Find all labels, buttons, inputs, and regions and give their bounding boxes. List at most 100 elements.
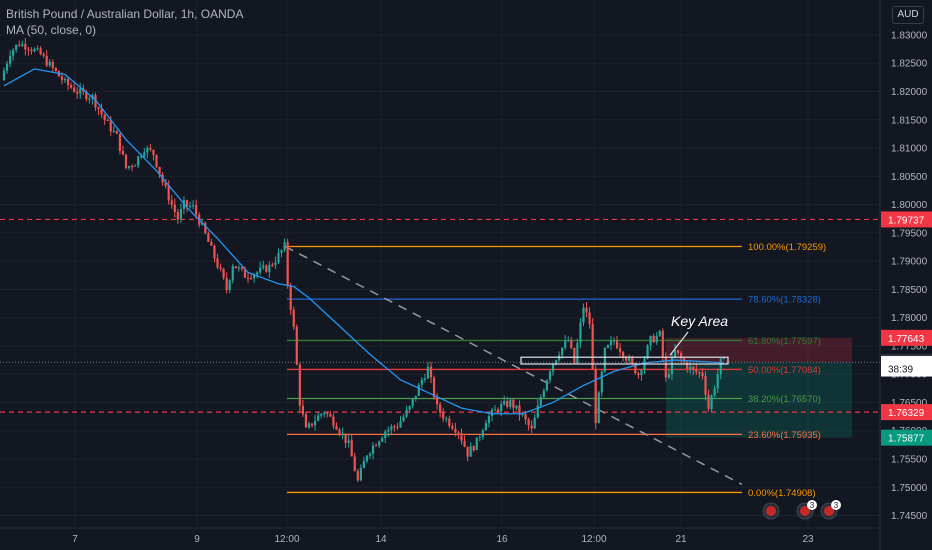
candle-body [298,364,301,406]
candle [124,154,128,170]
candle-body [329,413,332,417]
candle [326,411,329,418]
candle-body [195,205,198,215]
candle-body [676,349,680,354]
candle [585,302,588,318]
candle-body [323,412,326,415]
fib-level-label: 23.60%(1.75935) [748,430,821,441]
candle-body [118,133,121,151]
candle [701,368,704,380]
candle-body [640,370,643,376]
candle-body [213,245,216,259]
candle [24,37,27,56]
y-tick-label: 1.75500 [891,454,928,465]
y-tick-label: 1.80000 [891,200,928,211]
candle [271,262,274,268]
event-badge[interactable]: 3 [796,500,817,520]
candle [384,429,387,444]
candle [192,200,195,210]
candle [295,324,298,366]
candle [600,369,603,397]
candle [551,363,555,376]
candle [454,422,457,437]
candle-body [609,340,613,346]
event-badge[interactable] [762,502,780,520]
candle-body [286,242,289,286]
candle [219,263,222,272]
event-badge[interactable]: 3 [820,500,841,520]
event-count-bubble [831,500,841,510]
candle [146,145,149,159]
candle [506,396,509,409]
candle-body [185,200,189,207]
candle [246,273,250,284]
candle-body [21,43,24,46]
fib-level-label: 61.80%(1.77597) [748,336,821,347]
price-tag-text: 1.75877 [888,434,925,445]
candle [73,83,76,93]
candle-body [30,49,33,52]
candle [286,238,289,289]
candle [649,335,652,351]
candle-body [603,347,606,372]
candle-body [371,445,375,454]
candle-body [634,363,637,374]
candle-body [625,357,628,361]
candle-body [79,88,82,94]
candle-body [506,401,509,407]
candle-body [341,433,344,435]
candle [341,427,344,440]
candle [408,405,411,413]
candle [390,424,393,435]
candle-body [686,362,689,369]
candle-body [149,147,152,150]
candle [375,443,378,447]
candle [588,307,591,329]
candle [426,361,430,380]
candle-body [695,369,698,373]
candle [436,393,439,410]
candle-body [15,44,18,50]
candle-body [628,357,631,361]
candle-body [359,468,362,481]
flag-icon-inner [800,506,810,516]
candle [594,365,597,430]
candle [42,52,45,58]
candle-body [524,414,527,420]
candle [640,368,643,381]
candle [570,336,573,350]
candle-body [689,366,692,369]
candle [289,282,292,315]
candle-body [42,54,45,56]
candle-body [137,156,140,166]
candle-body [27,49,30,51]
candle-body [219,267,222,269]
candle [298,362,301,412]
candle-body [378,441,381,446]
candle-body [719,358,722,375]
candle-body [588,312,591,325]
candle [5,60,9,75]
candle [320,413,323,419]
indicator-label[interactable]: MA (50, close, 0) [6,23,97,37]
currency-button[interactable]: AUD [892,6,924,24]
candle [195,199,198,219]
candle [429,361,433,384]
y-tick-label: 1.82000 [891,87,928,98]
y-tick-label: 1.77500 [891,341,928,352]
candle-body [243,268,247,278]
candle-body [722,358,725,360]
candle [106,118,109,122]
candle [335,422,338,431]
candle [30,47,33,55]
candle-body [204,222,207,234]
x-tick-label: 12:00 [274,534,299,545]
candle [661,328,664,363]
price-tag: 1.76329 [881,404,932,421]
candle-body [463,440,466,447]
candle-body [289,285,292,310]
candle [533,414,536,429]
candle [420,377,423,389]
candle-body [265,265,268,272]
